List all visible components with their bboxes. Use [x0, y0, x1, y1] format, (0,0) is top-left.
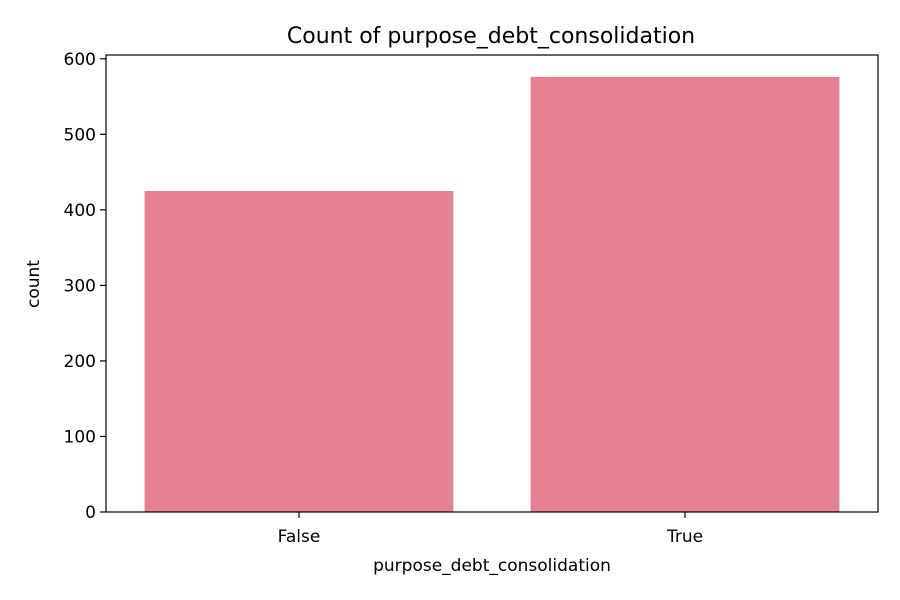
y-axis: 0 100 200 300 400 500 600: [64, 50, 106, 523]
bar-true: [530, 76, 840, 513]
x-tick-label: False: [278, 527, 321, 547]
x-tick-label: True: [666, 527, 703, 547]
y-tick-label: 0: [85, 503, 96, 523]
bars-group: [144, 76, 840, 513]
y-tick-label: 400: [64, 201, 96, 221]
plot-frame: [105, 54, 879, 513]
x-axis: False True: [278, 512, 703, 547]
y-axis-label: count: [24, 260, 44, 308]
x-axis-label: purpose_debt_consolidation: [373, 556, 611, 576]
y-tick-label: 500: [64, 125, 96, 145]
y-tick-label: 100: [64, 427, 96, 447]
bar-false: [144, 191, 454, 512]
y-tick-label: 300: [64, 276, 96, 296]
chart-title: Count of purpose_debt_consolidation: [287, 24, 695, 49]
y-tick-label: 600: [64, 50, 96, 70]
y-tick-label: 200: [64, 352, 96, 372]
